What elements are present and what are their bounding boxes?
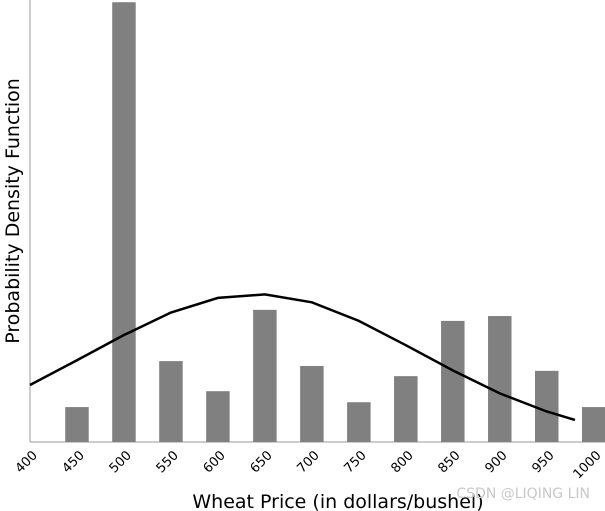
- x-axis-label: Wheat Price (in dollars/bushel): [192, 491, 483, 511]
- watermark: CSDN @LIQING LIN: [456, 486, 590, 502]
- bar: [206, 391, 230, 442]
- x-tick-label: 950: [529, 448, 557, 476]
- x-tick-label: 850: [435, 448, 463, 476]
- x-tick-label: 800: [388, 448, 416, 476]
- x-tick-label: 600: [201, 448, 229, 476]
- bar: [300, 365, 324, 442]
- y-axis-label: Probability Density Function: [2, 78, 24, 344]
- bar: [347, 402, 371, 442]
- bar: [112, 2, 136, 443]
- bar: [581, 407, 605, 442]
- x-tick-label: 1000: [571, 448, 605, 482]
- bar: [159, 361, 183, 442]
- x-tick-label: 500: [107, 448, 135, 476]
- x-tick-label: 400: [13, 448, 41, 476]
- x-tick-label: 550: [154, 448, 182, 476]
- x-tick-label: 900: [482, 448, 510, 476]
- bar: [394, 376, 418, 442]
- x-tick-label: 700: [295, 448, 323, 476]
- bar: [253, 309, 277, 442]
- density-curve: [29, 293, 576, 422]
- x-tick-label: 450: [60, 448, 88, 476]
- bar: [441, 320, 465, 442]
- bar: [65, 407, 89, 442]
- x-tick-label: 750: [342, 448, 370, 476]
- bar: [488, 316, 512, 442]
- bar: [535, 370, 559, 442]
- x-tick-label: 650: [248, 448, 276, 476]
